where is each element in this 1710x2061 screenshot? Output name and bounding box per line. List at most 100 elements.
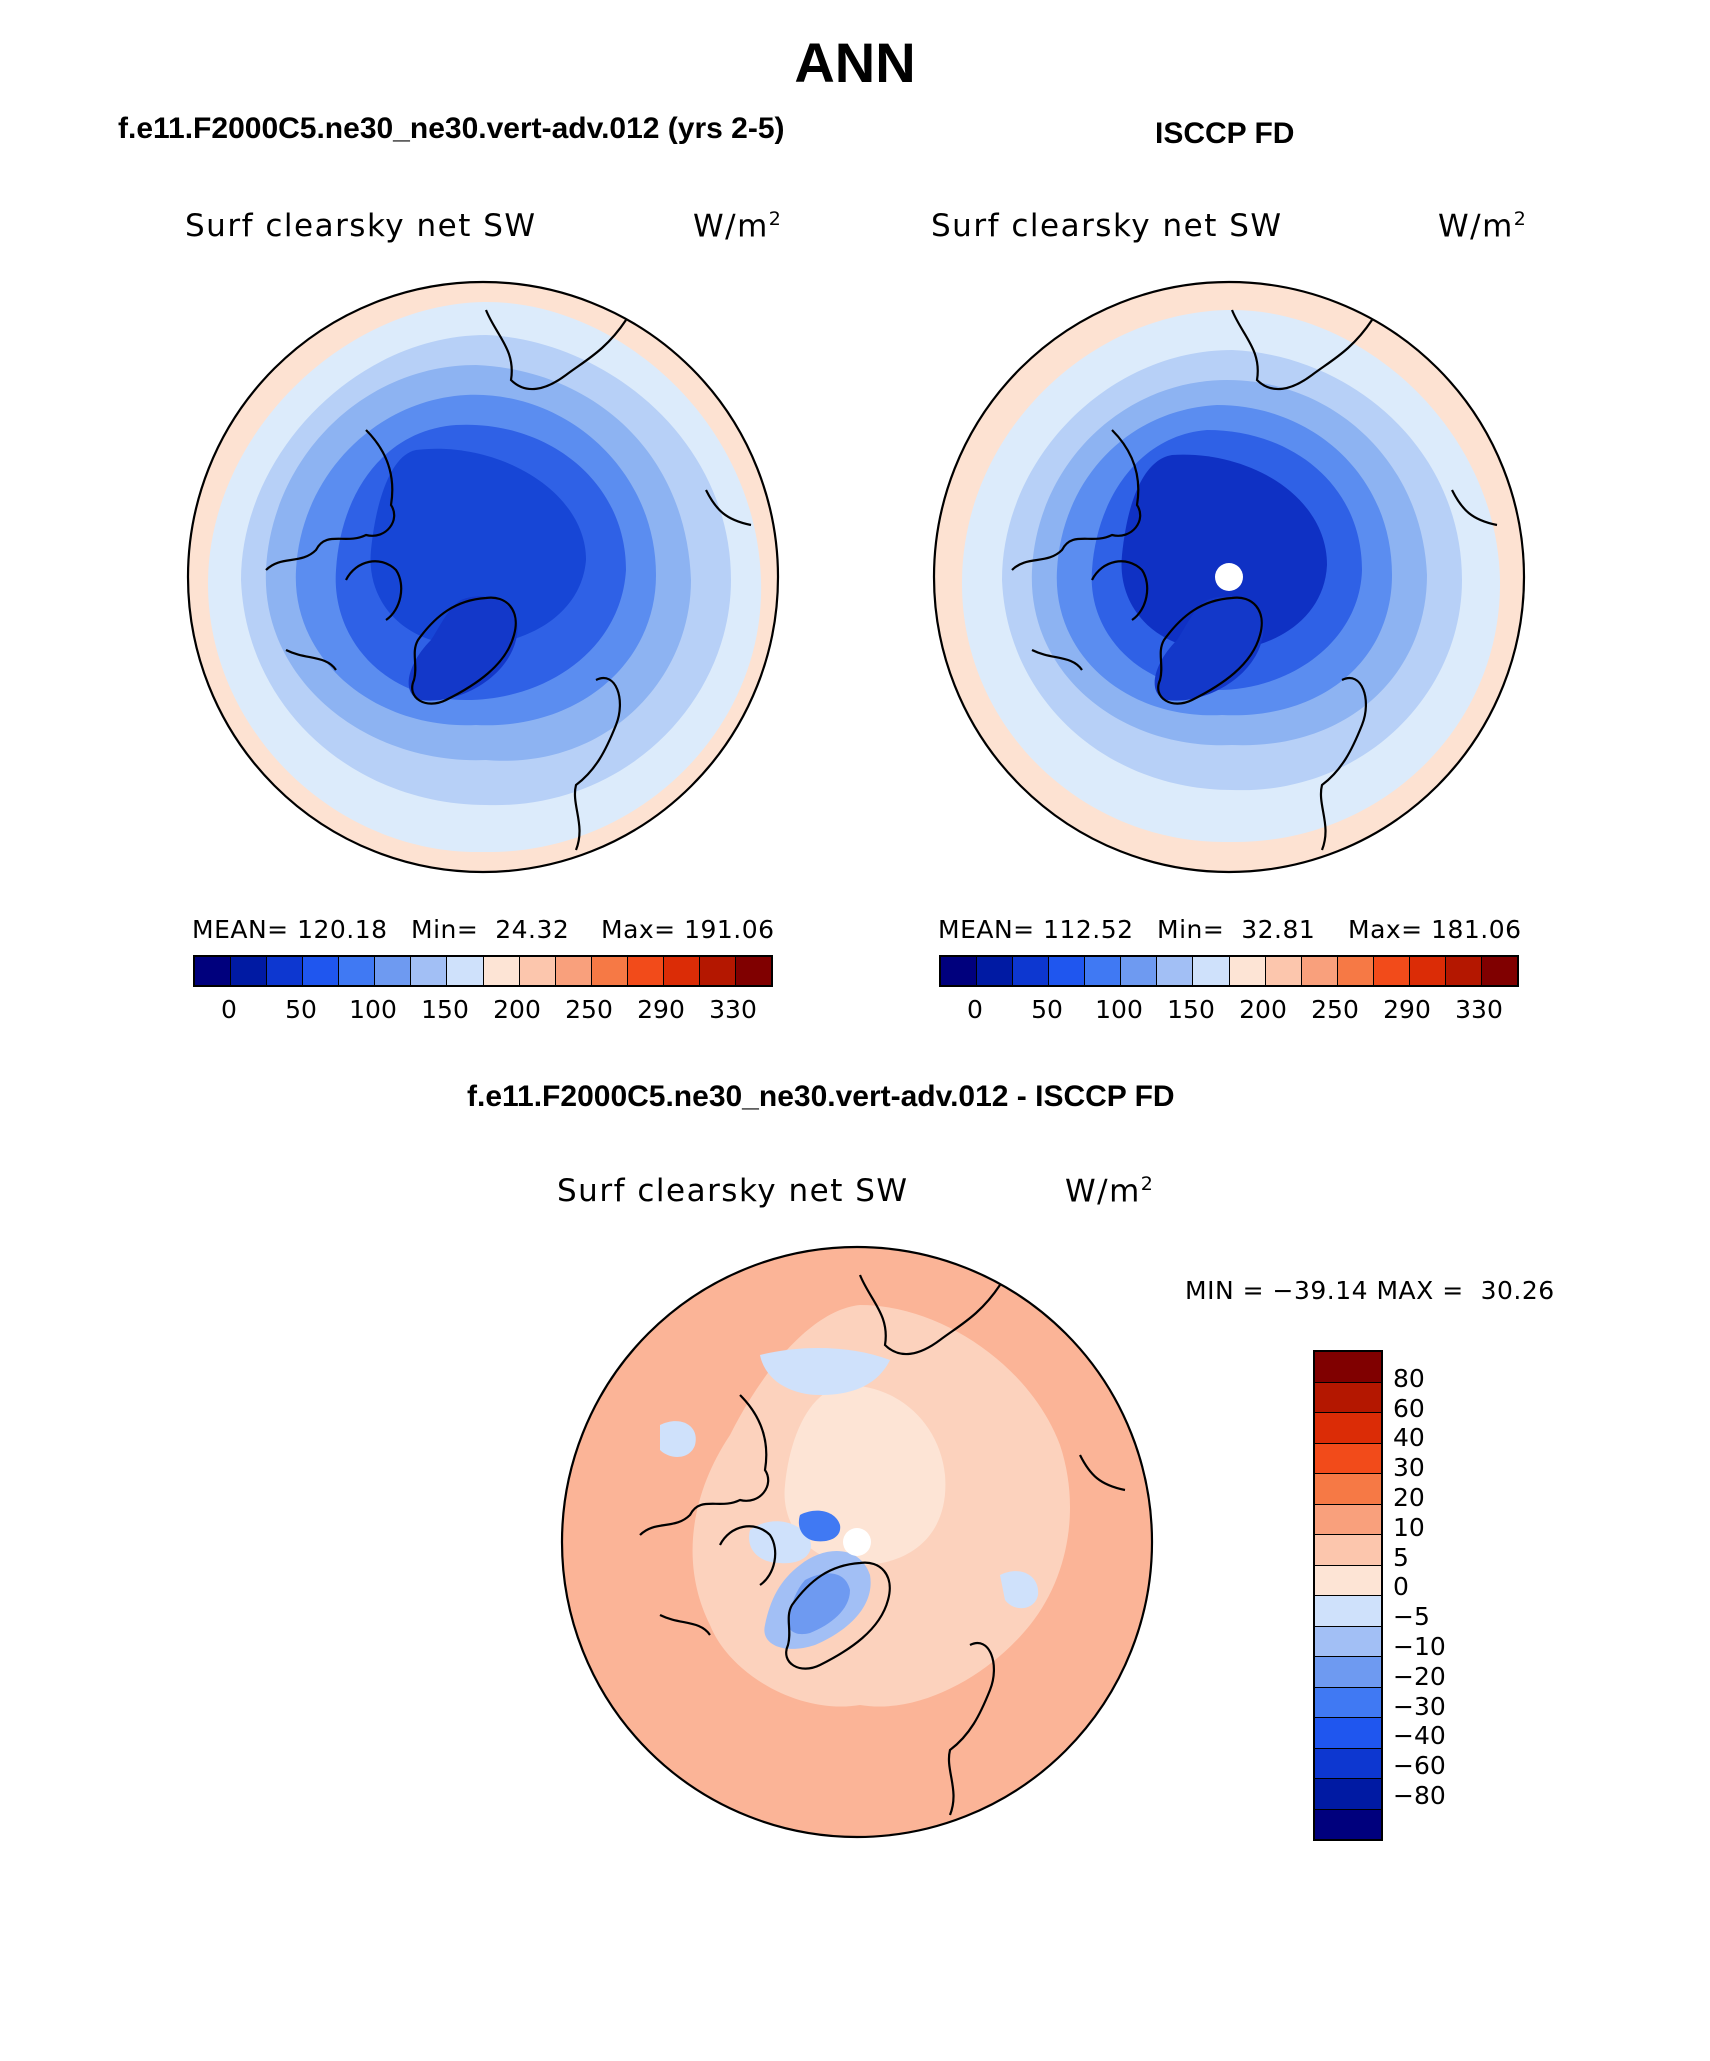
- colorbar-swatch: [941, 957, 978, 985]
- panel2-variable-label: Surf clearsky net SW: [931, 208, 1283, 244]
- panel2-polar-map: [932, 280, 1526, 874]
- colorbar-tick-label: 5: [1393, 1542, 1409, 1572]
- diff-colorbar: [1313, 1350, 1383, 1841]
- panel1-polar-map: [186, 280, 780, 874]
- colorbar-swatch: [663, 957, 700, 985]
- colorbar-tick-label: 30: [1393, 1453, 1425, 1483]
- panel1-mean-stat: MEAN= 120.18: [192, 915, 388, 944]
- colorbar-tick-label: 100: [1095, 995, 1143, 1024]
- colorbar-swatch: [1337, 957, 1374, 985]
- colorbar-swatch: [977, 957, 1014, 985]
- colorbar-swatch: [1315, 1657, 1381, 1688]
- diff-colorbar-ticks: 80 60 40 30 20 10 5 0 −5 −10 −20 −30 −40 −60 −80: [1393, 1350, 1473, 1830]
- panel2-field-greenland: [1154, 596, 1264, 701]
- colorbar-tick-label: 20: [1393, 1483, 1425, 1512]
- diff-min-max-stat: MIN = −39.14 MAX = 30.26: [1185, 1276, 1555, 1305]
- colorbar-tick-label: 50: [1031, 995, 1063, 1024]
- colorbar-tick-label: 150: [1167, 995, 1215, 1024]
- colorbar-swatch: [1315, 1596, 1381, 1627]
- diff-variable-label: Surf clearsky net SW: [557, 1173, 909, 1209]
- panel2-colorbar-ticks: 0 50 100 150 200 250 290 330: [939, 995, 1515, 1027]
- colorbar-swatch: [267, 957, 304, 985]
- colorbar-tick-label: −60: [1393, 1751, 1446, 1781]
- colorbar-swatch: [1315, 1718, 1381, 1749]
- colorbar-tick-label: −40: [1393, 1721, 1446, 1751]
- colorbar-swatch: [303, 957, 340, 985]
- diff-polar-map: [560, 1245, 1154, 1839]
- colorbar-swatch: [375, 957, 412, 985]
- colorbar-swatch: [1193, 957, 1230, 985]
- colorbar-tick-label: −10: [1393, 1632, 1446, 1661]
- colorbar-tick-label: 250: [565, 995, 613, 1024]
- colorbar-tick-label: 0: [1393, 1572, 1409, 1602]
- colorbar-swatch: [1229, 957, 1266, 985]
- panel1-colorbar-ticks: 0 50 100 150 200 250 290 330: [193, 995, 769, 1027]
- colorbar-tick-label: 200: [1239, 995, 1287, 1024]
- colorbar-swatch: [555, 957, 592, 985]
- colorbar-tick-label: −20: [1393, 1661, 1446, 1691]
- colorbar-swatch: [1315, 1413, 1381, 1444]
- colorbar-swatch: [1121, 957, 1158, 985]
- colorbar-swatch: [231, 957, 268, 985]
- colorbar-tick-label: 50: [285, 995, 317, 1024]
- panel1-max-stat: Max= 191.06: [601, 915, 775, 944]
- colorbar-swatch: [447, 957, 484, 985]
- colorbar-tick-label: 290: [637, 995, 685, 1024]
- colorbar-swatch: [1481, 957, 1517, 985]
- colorbar-swatch: [411, 957, 448, 985]
- colorbar-swatch: [1315, 1687, 1381, 1718]
- colorbar-swatch: [1049, 957, 1086, 985]
- panel2-colorbar: [939, 955, 1519, 987]
- colorbar-swatch: [1315, 1443, 1381, 1474]
- colorbar-tick-label: 200: [493, 995, 541, 1024]
- colorbar-swatch: [1315, 1779, 1381, 1810]
- panel1-field-center: [370, 448, 586, 646]
- panel1-units: W/m2: [693, 208, 783, 245]
- colorbar-swatch: [1315, 1748, 1381, 1779]
- colorbar-swatch: [1265, 957, 1302, 985]
- panel2-field-center: [1121, 454, 1327, 651]
- colorbar-tick-label: 80: [1393, 1363, 1425, 1393]
- colorbar-tick-label: −30: [1393, 1691, 1446, 1721]
- colorbar-swatch: [1445, 957, 1482, 985]
- colorbar-swatch: [1315, 1352, 1381, 1383]
- colorbar-swatch: [1315, 1535, 1381, 1566]
- colorbar-swatch: [1315, 1626, 1381, 1657]
- colorbar-swatch: [1085, 957, 1122, 985]
- colorbar-swatch: [1315, 1382, 1381, 1413]
- colorbar-swatch: [1315, 1504, 1381, 1535]
- colorbar-swatch: [1373, 957, 1410, 985]
- colorbar-tick-label: 40: [1393, 1423, 1425, 1453]
- colorbar-swatch: [195, 957, 232, 985]
- colorbar-swatch: [1409, 957, 1446, 985]
- panel2-max-stat: Max= 181.06: [1348, 915, 1522, 944]
- panel1-colorbar: [193, 955, 773, 987]
- colorbar-tick-label: 330: [709, 995, 757, 1024]
- panel1-variable-label: Surf clearsky net SW: [185, 208, 537, 244]
- colorbar-tick-label: −80: [1393, 1781, 1446, 1810]
- colorbar-swatch: [627, 957, 664, 985]
- page-title: ANN: [794, 31, 916, 94]
- colorbar-swatch: [735, 957, 771, 985]
- colorbar-tick-label: 0: [967, 995, 983, 1024]
- panel2-case-title: ISCCP FD: [1155, 117, 1295, 150]
- colorbar-swatch: [1315, 1809, 1381, 1839]
- colorbar-swatch: [1301, 957, 1338, 985]
- colorbar-tick-label: 100: [349, 995, 397, 1024]
- colorbar-tick-label: 290: [1383, 995, 1431, 1024]
- colorbar-swatch: [1315, 1565, 1381, 1596]
- diff-case-title: f.e11.F2000C5.ne30_ne30.vert-adv.012 - I…: [467, 1080, 1175, 1113]
- colorbar-swatch: [699, 957, 736, 985]
- colorbar-tick-label: 150: [421, 995, 469, 1024]
- colorbar-tick-label: 60: [1393, 1393, 1425, 1423]
- panel2-mean-stat: MEAN= 112.52: [938, 915, 1134, 944]
- colorbar-tick-label: 250: [1311, 995, 1359, 1024]
- colorbar-swatch: [1315, 1474, 1381, 1505]
- colorbar-tick-label: 0: [221, 995, 237, 1024]
- colorbar-tick-label: 330: [1455, 995, 1503, 1024]
- panel2-units: W/m2: [1438, 208, 1528, 245]
- colorbar-tick-label: 10: [1393, 1512, 1425, 1542]
- colorbar-swatch: [519, 957, 556, 985]
- colorbar-swatch: [591, 957, 628, 985]
- colorbar-swatch: [1157, 957, 1194, 985]
